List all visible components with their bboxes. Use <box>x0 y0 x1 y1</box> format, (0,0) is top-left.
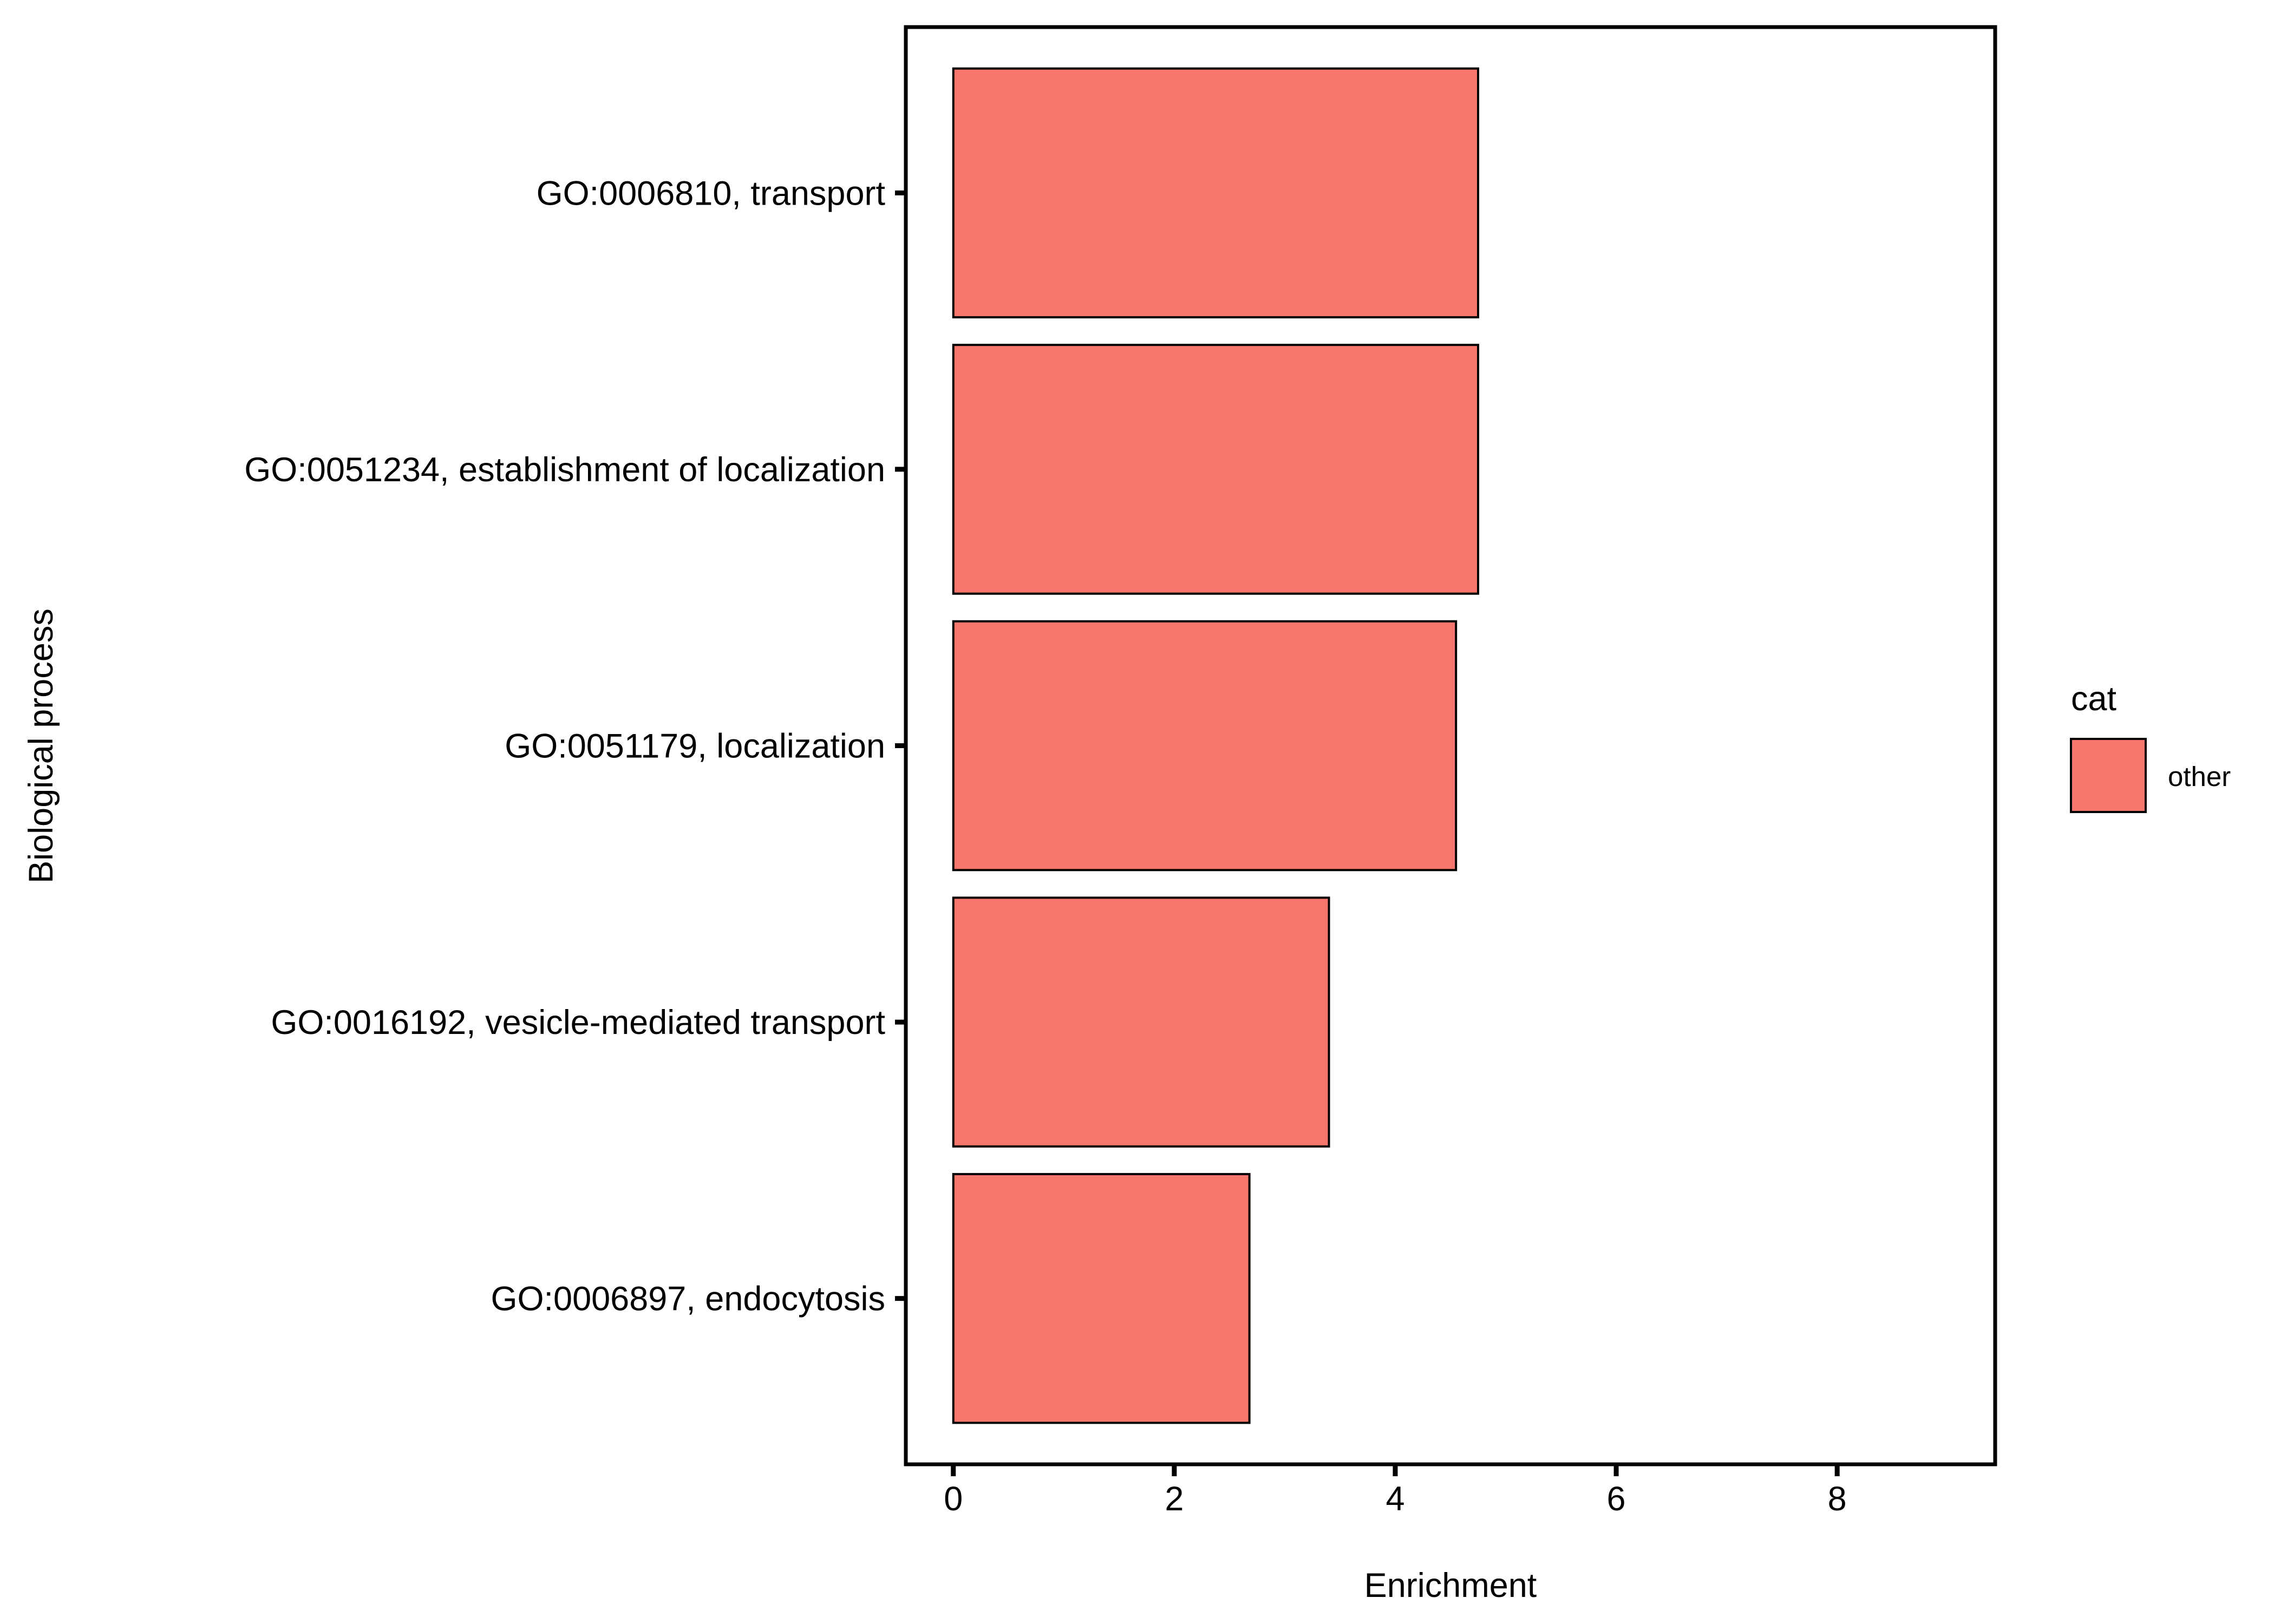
y-tick-label: GO:0016192, vesicle-mediated transport <box>271 1004 885 1042</box>
y-tick-label: GO:0006810, transport <box>537 174 886 212</box>
x-axis: 0 2 4 6 8 <box>944 1464 1847 1518</box>
bar-3 <box>952 620 1458 872</box>
y-tick-label: GO:0051234, establishment of localizatio… <box>244 451 885 489</box>
x-tick-label: 4 <box>1386 1480 1404 1518</box>
y-axis-title: Biological process <box>22 608 60 883</box>
bar-1 <box>952 67 1480 319</box>
x-tick-label: 2 <box>1165 1480 1184 1518</box>
bars-layer <box>952 67 1480 1424</box>
x-tick-label: 6 <box>1607 1480 1626 1518</box>
legend-label-other: other <box>2168 761 2231 792</box>
legend-title: cat <box>2071 680 2117 718</box>
x-tick-label: 0 <box>944 1480 963 1518</box>
legend: cat other <box>2070 680 2231 813</box>
x-axis-title: Enrichment <box>1364 1567 1537 1605</box>
y-tick-label: GO:0051179, localization <box>505 728 885 765</box>
bar-2 <box>952 344 1480 595</box>
legend-key-other <box>2070 738 2147 813</box>
y-axis: GO:0006810, transport GO:0051234, establi… <box>244 174 906 1318</box>
bar-4 <box>952 896 1330 1148</box>
bar-5 <box>952 1173 1251 1424</box>
y-tick-label: GO:0006897, endocytosis <box>491 1280 885 1318</box>
x-tick-label: 8 <box>1828 1480 1847 1518</box>
